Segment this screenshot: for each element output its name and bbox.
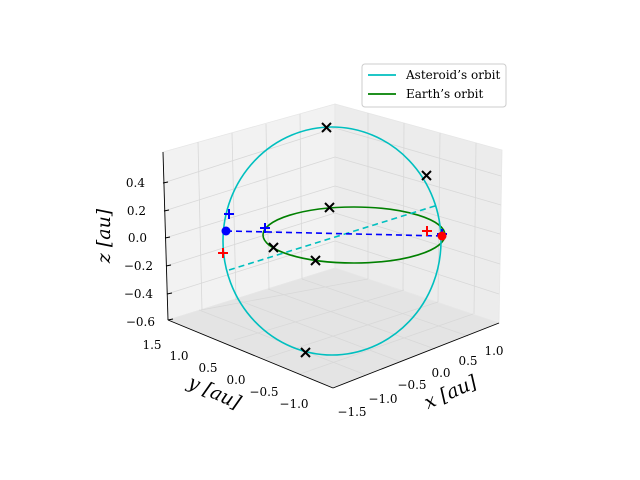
y-tick-label: −0.5	[249, 385, 278, 399]
y-tick-label: −1.0	[279, 397, 308, 411]
legend-label-asteroid: Asteroid’s orbit	[405, 68, 500, 82]
blue-plus-marker	[260, 223, 270, 233]
z-tick-label: 0.0	[128, 231, 147, 245]
z-tick-mark	[162, 181, 169, 184]
axis-lines	[162, 151, 500, 389]
x-axis-label: x [au]	[421, 371, 481, 414]
grid-right-z4	[334, 212, 501, 265]
legend-box	[361, 63, 507, 108]
grid-left-z5	[166, 240, 336, 295]
black-x-marker	[310, 255, 321, 266]
grid-floor-y2	[233, 289, 405, 341]
x-tick-label: 0.5	[458, 354, 477, 368]
x-axis-line	[332, 322, 500, 389]
z-axis-label: z [au]	[93, 208, 115, 264]
grid-right-z1	[334, 127, 502, 177]
z-tick-label: −0.2	[124, 259, 153, 273]
z-tick-label: −0.4	[124, 287, 154, 301]
x-tick-label: −0.5	[397, 378, 426, 392]
grid-left-z4	[165, 212, 336, 267]
grid-left-z1	[162, 127, 336, 184]
y-tick-label: 0.5	[198, 361, 217, 375]
red-plus-markers	[218, 226, 432, 258]
line-of-nodes	[225, 230, 443, 237]
z-tick-label: 0.4	[126, 176, 145, 190]
black-x-marker	[421, 170, 432, 181]
grid-left-y1	[197, 141, 203, 311]
z-ticks: 0.4 0.2 0.0 −0.2 −0.4 −0.6 z [au]	[93, 176, 174, 329]
grid-left-z3	[164, 185, 336, 239]
panes	[162, 103, 503, 389]
grid-left-y2	[231, 132, 237, 300]
grid-right-x4	[473, 142, 477, 315]
x-tick-label: 0.0	[431, 366, 450, 380]
grid-right-z5	[334, 240, 500, 295]
grid-floor-x2	[234, 298, 402, 363]
black-x-marker	[321, 122, 332, 133]
blue-plus-marker	[224, 209, 234, 219]
asteroid-dashed-line	[228, 204, 439, 271]
black-x-marker	[324, 202, 335, 213]
x-tick-label: 1.0	[484, 344, 503, 358]
asteroid-orbit-line	[222, 126, 442, 356]
legend-label-earth: Earth’s orbit	[406, 87, 483, 101]
gridlines	[162, 113, 502, 376]
z-tick-mark	[165, 264, 172, 267]
y-axis-line	[167, 319, 334, 389]
red-node-dot	[437, 231, 447, 241]
y-tick-label: 0.0	[226, 373, 245, 387]
z-tick-mark	[164, 236, 171, 239]
z-tick-mark	[166, 292, 173, 295]
x-tick-label: −1.0	[368, 392, 397, 406]
legend: Asteroid’s orbit Earth’s orbit	[361, 63, 507, 108]
black-x-marker	[268, 242, 279, 253]
grid-floor-x3	[267, 288, 436, 350]
z-tick-mark	[163, 209, 170, 212]
grid-floor-y4	[299, 313, 474, 375]
y-tick-label: 1.0	[169, 349, 188, 363]
grid-right-z3	[334, 185, 501, 235]
z-tick-label: 0.2	[127, 204, 146, 218]
y-tick-label: 1.5	[142, 338, 161, 352]
grid-right-x2	[402, 122, 405, 291]
black-x-markers	[268, 122, 432, 358]
z-tick-mark	[167, 318, 174, 321]
black-x-marker	[300, 347, 311, 358]
z-tick-label: −0.6	[126, 315, 155, 329]
grid-floor-y1	[200, 278, 369, 311]
grid-floor-x4	[301, 278, 469, 337]
blue-node-dot	[221, 226, 231, 236]
red-plus-marker	[218, 248, 228, 258]
z-axis-line	[162, 151, 169, 321]
x-tick-label: −1.5	[337, 405, 366, 419]
grid-left-z2	[163, 156, 336, 212]
red-plus-marker	[422, 226, 432, 236]
grid-left-y3	[265, 123, 270, 290]
grid-left-y4	[299, 113, 303, 280]
grid-right-z2	[334, 156, 502, 206]
